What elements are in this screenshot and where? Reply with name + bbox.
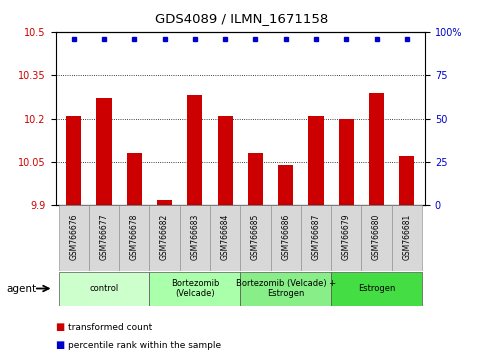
- Bar: [248, 153, 263, 205]
- Bar: [119, 205, 149, 271]
- Text: GSM766680: GSM766680: [372, 213, 381, 260]
- Text: GSM766686: GSM766686: [281, 213, 290, 260]
- Bar: [127, 153, 142, 205]
- Bar: [66, 116, 81, 205]
- Bar: [309, 116, 324, 205]
- Bar: [361, 205, 392, 271]
- Bar: [331, 205, 361, 271]
- Bar: [180, 205, 210, 271]
- Bar: [241, 272, 331, 306]
- Text: GSM766685: GSM766685: [251, 213, 260, 260]
- Text: agent: agent: [6, 284, 36, 293]
- Bar: [369, 93, 384, 205]
- Bar: [278, 165, 293, 205]
- Bar: [58, 205, 89, 271]
- Bar: [339, 119, 354, 205]
- Bar: [331, 272, 422, 306]
- Text: GSM766677: GSM766677: [99, 213, 109, 260]
- Text: ■: ■: [56, 322, 65, 332]
- Text: GSM766679: GSM766679: [342, 213, 351, 260]
- Bar: [187, 96, 202, 205]
- Bar: [270, 205, 301, 271]
- Bar: [217, 116, 233, 205]
- Bar: [157, 200, 172, 205]
- Bar: [241, 205, 270, 271]
- Bar: [301, 205, 331, 271]
- Bar: [399, 156, 414, 205]
- Text: GSM766683: GSM766683: [190, 213, 199, 260]
- Text: GSM766676: GSM766676: [69, 213, 78, 260]
- Text: GSM766681: GSM766681: [402, 213, 412, 260]
- Text: Bortezomib (Velcade) +
Estrogen: Bortezomib (Velcade) + Estrogen: [236, 279, 336, 298]
- Text: GSM766678: GSM766678: [130, 213, 139, 260]
- Text: percentile rank within the sample: percentile rank within the sample: [68, 341, 221, 350]
- Text: Bortezomib
(Velcade): Bortezomib (Velcade): [170, 279, 219, 298]
- Bar: [210, 205, 241, 271]
- Text: control: control: [89, 284, 119, 293]
- Text: GSM766684: GSM766684: [221, 213, 229, 260]
- Text: GSM766687: GSM766687: [312, 213, 321, 260]
- Bar: [97, 98, 112, 205]
- Bar: [149, 272, 241, 306]
- Text: Estrogen: Estrogen: [358, 284, 395, 293]
- Bar: [58, 272, 149, 306]
- Bar: [392, 205, 422, 271]
- Bar: [89, 205, 119, 271]
- Text: GSM766682: GSM766682: [160, 213, 169, 260]
- Bar: [149, 205, 180, 271]
- Text: transformed count: transformed count: [68, 323, 152, 332]
- Text: ■: ■: [56, 340, 65, 350]
- Text: GDS4089 / ILMN_1671158: GDS4089 / ILMN_1671158: [155, 12, 328, 25]
